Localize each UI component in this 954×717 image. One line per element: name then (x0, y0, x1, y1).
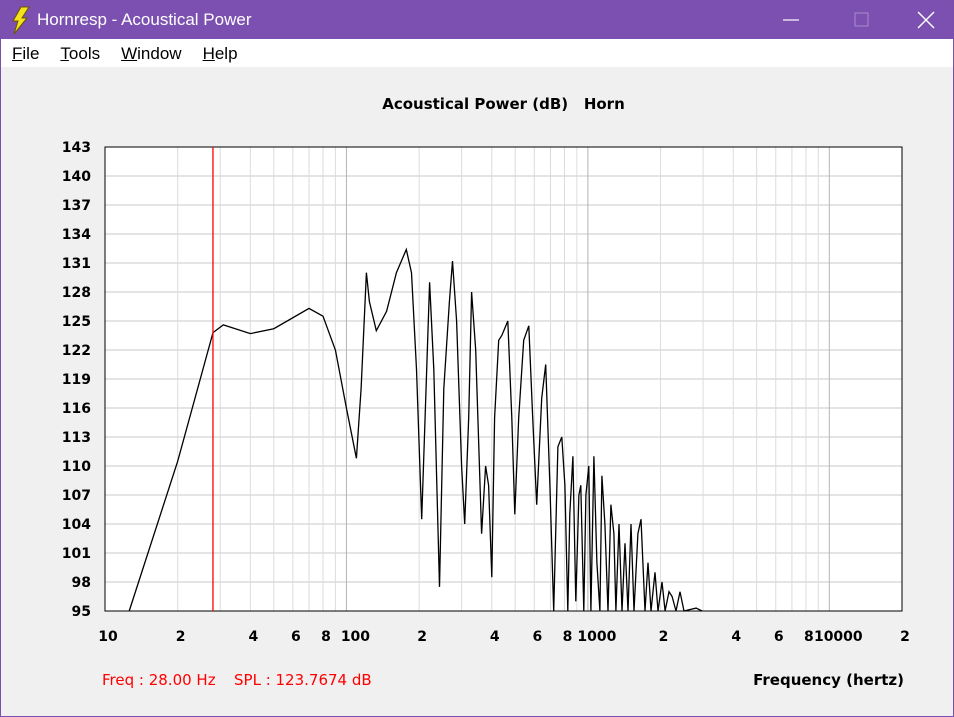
x-tick-label: 4 (731, 629, 741, 645)
y-tick-label: 131 (62, 256, 91, 272)
chart: Acoustical Power (dB) Horn95981011041071… (62, 95, 910, 689)
y-tick-label: 122 (62, 343, 91, 359)
x-tick-label: 2 (900, 629, 910, 645)
x-tick-label: 8 (563, 629, 573, 645)
y-tick-label: 134 (62, 227, 91, 243)
y-tick-label: 104 (62, 517, 91, 533)
x-tick-label: 10 (98, 629, 118, 645)
menu-item[interactable]: File (12, 44, 40, 63)
window-controls (783, 11, 935, 29)
response-line (128, 247, 703, 612)
menu-item[interactable]: Help (202, 44, 238, 63)
x-tick-label: 100 (341, 629, 370, 645)
x-tick-label: 8 (804, 629, 814, 645)
menu-item[interactable]: Window (121, 44, 182, 63)
x-tick-label: 4 (490, 629, 500, 645)
freq-readout: Freq : 28.00 Hz (102, 671, 216, 689)
x-tick-label: 2 (417, 629, 427, 645)
chart-title: Acoustical Power (dB) Horn (382, 95, 625, 113)
menu-bar: File Tools Window Help (1, 39, 953, 67)
x-tick-label: 6 (774, 629, 784, 645)
y-tick-label: 143 (62, 140, 91, 156)
y-tick-label: 119 (62, 372, 91, 388)
window-title: Hornresp - Acoustical Power (37, 10, 252, 29)
x-tick-label: 8 (321, 629, 331, 645)
y-tick-label: 98 (72, 575, 91, 591)
x-tick-label: 1000 (577, 629, 616, 645)
app-icon (12, 6, 30, 35)
y-tick-label: 101 (62, 546, 91, 562)
menu-item[interactable]: Tools (60, 44, 101, 63)
x-tick-label: 4 (248, 629, 258, 645)
x-axis-label: Frequency (hertz) (753, 671, 904, 689)
close-button[interactable] (917, 11, 935, 29)
title-bar: Hornresp - Acoustical Power (1, 1, 953, 39)
y-tick-label: 140 (62, 169, 91, 185)
maximize-button[interactable] (854, 12, 869, 27)
y-tick-label: 95 (72, 604, 91, 620)
y-tick-label: 107 (62, 488, 91, 504)
y-tick-label: 125 (62, 314, 91, 330)
x-tick-label: 2 (659, 629, 669, 645)
x-tick-label: 6 (291, 629, 301, 645)
y-tick-label: 116 (62, 401, 91, 417)
y-tick-label: 113 (62, 430, 91, 446)
y-tick-label: 137 (62, 198, 91, 214)
spl-readout: SPL : 123.7674 dB (234, 671, 372, 689)
x-tick-label: 2 (176, 629, 186, 645)
y-tick-label: 128 (62, 285, 91, 301)
y-tick-label: 110 (62, 459, 91, 475)
x-tick-label: 6 (532, 629, 542, 645)
plot-frame (104, 146, 903, 612)
x-tick-label: 10000 (814, 629, 863, 645)
